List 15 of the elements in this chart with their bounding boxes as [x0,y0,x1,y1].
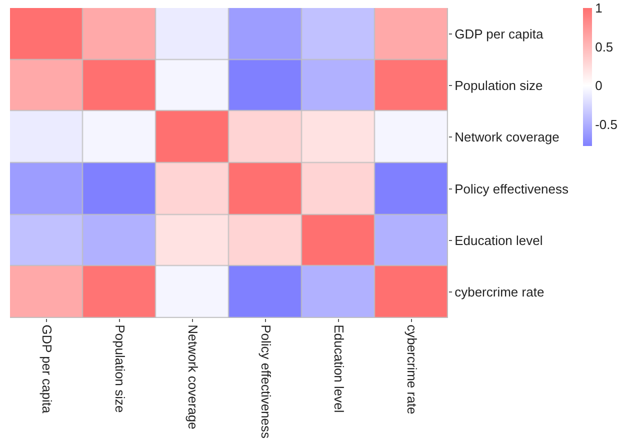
y-tick-label: Education level [454,233,543,248]
y-tick-label: Population size [454,78,543,94]
color-bar-label: -0.5 [595,116,618,132]
color-bar-label: 0.5 [595,39,614,54]
x-tick-label: Network coverage [185,324,200,430]
y-tick-label: Policy effectiveness [454,181,570,196]
color-bar-label: 1 [595,0,602,16]
y-tick-label: GDP per capita [454,26,544,42]
color-bar-label: 0 [595,78,602,94]
y-tick-label: Network coverage [454,130,560,145]
y-tick-label: cybercrime rate [454,284,544,300]
x-tick-label: Policy effectiveness [258,324,274,440]
x-tick-label: Education level [331,324,346,413]
x-tick-label: GDP per capita [39,324,54,414]
x-tick-label: Population size [112,324,128,413]
